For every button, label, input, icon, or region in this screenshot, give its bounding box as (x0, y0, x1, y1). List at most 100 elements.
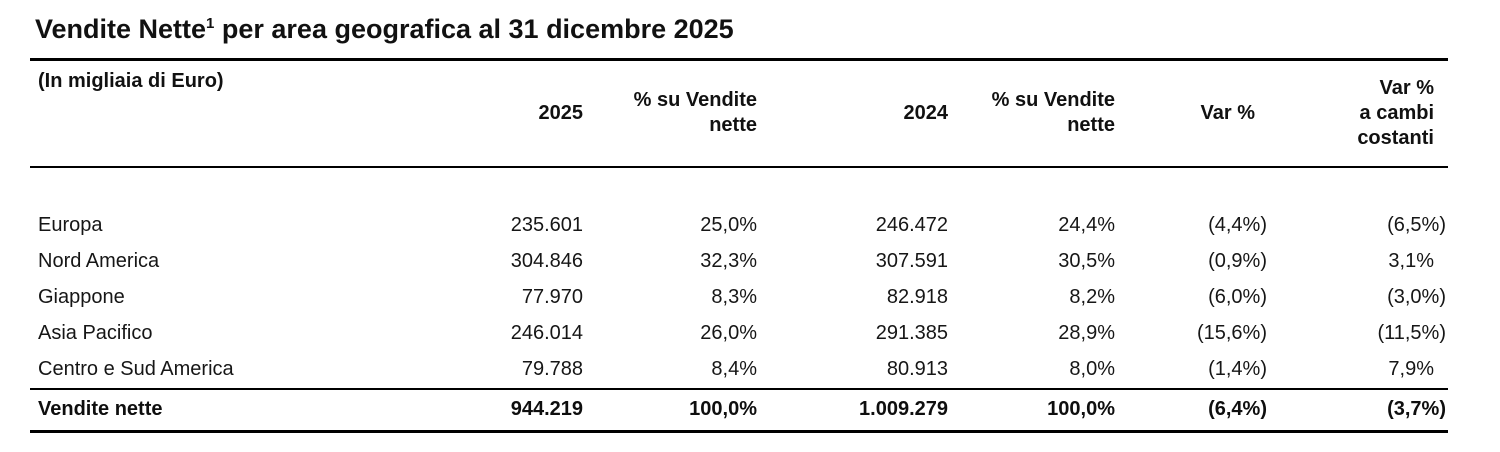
cell-value: (15,6%) (1196, 322, 1267, 344)
spacer-row (30, 167, 1448, 208)
title-main: Vendite Nette (35, 14, 207, 44)
cell-value: 82.918 (886, 286, 948, 308)
cell-value: 8,0% (1069, 358, 1115, 380)
spacer-cell (30, 167, 1448, 208)
table-cell: (15,6%) (1129, 316, 1269, 352)
column-header-y2024: 2024 (771, 60, 962, 167)
table-row: Asia Pacifico 246.014 26,0% 291.385 28,9% (15… (30, 316, 1448, 352)
table-cell: 30,5% (962, 244, 1129, 280)
cell-value: 100,0% (1047, 398, 1115, 420)
page-title: Vendite Nette1 per area geografica al 31… (35, 13, 1448, 45)
table-cell: 8,3% (597, 280, 771, 316)
cell-value: 3,1% (1388, 250, 1434, 272)
row-label: Nord America (38, 250, 160, 272)
cell-value: (4,4%) (1208, 214, 1267, 236)
title-footnote-ref: 1 (206, 15, 215, 32)
table-cell: 291.385 (771, 316, 962, 352)
table-row: Giappone 77.970 8,3% 82.918 8,2% (6,0%) (3,0%) (30, 280, 1448, 316)
table-header: (In migliaia di Euro) 2025% su Vendite net… (30, 60, 1448, 167)
cell-value: 8,2% (1069, 286, 1115, 308)
cell-value: 1.009.279 (859, 398, 948, 420)
row-label: Europa (38, 214, 103, 236)
column-header-line: Var % (1200, 101, 1255, 124)
table-cell: (6,0%) (1129, 280, 1269, 316)
header-row: (In migliaia di Euro) 2025% su Vendite net… (30, 60, 1448, 167)
cell-value: 8,3% (711, 286, 757, 308)
table-cell: 235.601 (422, 208, 597, 244)
cell-value: 77.970 (521, 286, 583, 308)
total-row: Vendite nette 944.219 100,0% 1.009.279 100,0… (30, 388, 1448, 432)
table-cell: 8,4% (597, 352, 771, 389)
sales-by-region-table: (In migliaia di Euro) 2025% su Vendite net… (30, 58, 1448, 433)
cell-value: 307.591 (875, 250, 948, 272)
column-header-line: costanti (1357, 126, 1434, 149)
table-cell: 3,1% (1269, 244, 1448, 280)
cell-value: 32,3% (700, 250, 757, 272)
cell-value: 24,4% (1058, 214, 1115, 236)
cell-value: 7,9% (1388, 358, 1434, 380)
column-header-line: 2025 (538, 101, 584, 124)
table-row: Europa 235.601 25,0% 246.472 24,4% (4,4%) (6,5… (30, 208, 1448, 244)
column-header-line: 2024 (903, 101, 949, 124)
table-cell: (3,0%) (1269, 280, 1448, 316)
table-cell: (4,4%) (1129, 208, 1269, 244)
table-row: Centro e Sud America 79.788 8,4% 80.913 8,0%… (30, 352, 1448, 389)
table-cell: 8,0% (962, 352, 1129, 389)
cell-value: 79.788 (521, 358, 583, 380)
cell-value: (6,4%) (1208, 398, 1267, 420)
cell-value: (6,5%) (1387, 214, 1446, 236)
table-cell: (1,4%) (1129, 352, 1269, 389)
cell-value: 291.385 (875, 322, 948, 344)
table-body: Europa 235.601 25,0% 246.472 24,4% (4,4%) (6,5… (30, 167, 1448, 432)
cell-value: (6,0%) (1208, 286, 1267, 308)
cell-value: 246.014 (510, 322, 583, 344)
table-cell: 304.846 (422, 244, 597, 280)
cell-value: 100,0% (689, 398, 757, 420)
row-label: Asia Pacifico (38, 322, 153, 344)
total-cell: (3,7%) (1269, 389, 1448, 432)
table-cell: 246.472 (771, 208, 962, 244)
table-cell: 7,9% (1269, 352, 1448, 389)
cell-value: 304.846 (510, 250, 583, 272)
table-row: Nord America 304.846 32,3% 307.591 30,5% (0,9… (30, 244, 1448, 280)
row-label: Centro e Sud America (38, 358, 234, 380)
cell-value: (1,4%) (1208, 358, 1267, 380)
cell-value: 246.472 (875, 214, 948, 236)
cell-value: 25,0% (700, 214, 757, 236)
table-cell: 77.970 (422, 280, 597, 316)
cell-value: 30,5% (1058, 250, 1115, 272)
table-cell: 79.788 (422, 352, 597, 389)
table-cell: 8,2% (962, 280, 1129, 316)
cell-value: 80.913 (886, 358, 948, 380)
total-cell: 100,0% (962, 389, 1129, 432)
table-cell: 26,0% (597, 316, 771, 352)
cell-value: 28,9% (1058, 322, 1115, 344)
cell-value: 26,0% (700, 322, 757, 344)
cell-value: 235.601 (510, 214, 583, 236)
column-header-line: a cambi (1359, 101, 1434, 124)
cell-value: (3,7%) (1387, 398, 1446, 420)
table-cell: 25,0% (597, 208, 771, 244)
title-rest: per area geografica al 31 dicembre 2025 (214, 14, 734, 44)
column-header-pct-2025: % su Vendite nette (597, 60, 771, 167)
row-label: Giappone (38, 286, 125, 308)
column-header-line: nette (709, 114, 757, 137)
table-cell: (6,5%) (1269, 208, 1448, 244)
unit-label: (In migliaia di Euro) (38, 70, 224, 92)
table-cell: 24,4% (962, 208, 1129, 244)
column-header-line: % su Vendite (633, 89, 757, 112)
total-cell: 944.219 (422, 389, 597, 432)
total-cell: 100,0% (597, 389, 771, 432)
column-header-line: nette (1067, 114, 1115, 137)
column-header-line: % su Vendite (991, 89, 1115, 112)
table-cell: 307.591 (771, 244, 962, 280)
table-cell: 80.913 (771, 352, 962, 389)
column-header-var: Var % (1129, 60, 1269, 167)
table-cell: (11,5%) (1269, 316, 1448, 352)
cell-value: (3,0%) (1387, 286, 1446, 308)
table-cell: 32,3% (597, 244, 771, 280)
table-cell: (0,9%) (1129, 244, 1269, 280)
total-label: Vendite nette (38, 398, 163, 420)
table-cell: 82.918 (771, 280, 962, 316)
total-cell: 1.009.279 (771, 389, 962, 432)
